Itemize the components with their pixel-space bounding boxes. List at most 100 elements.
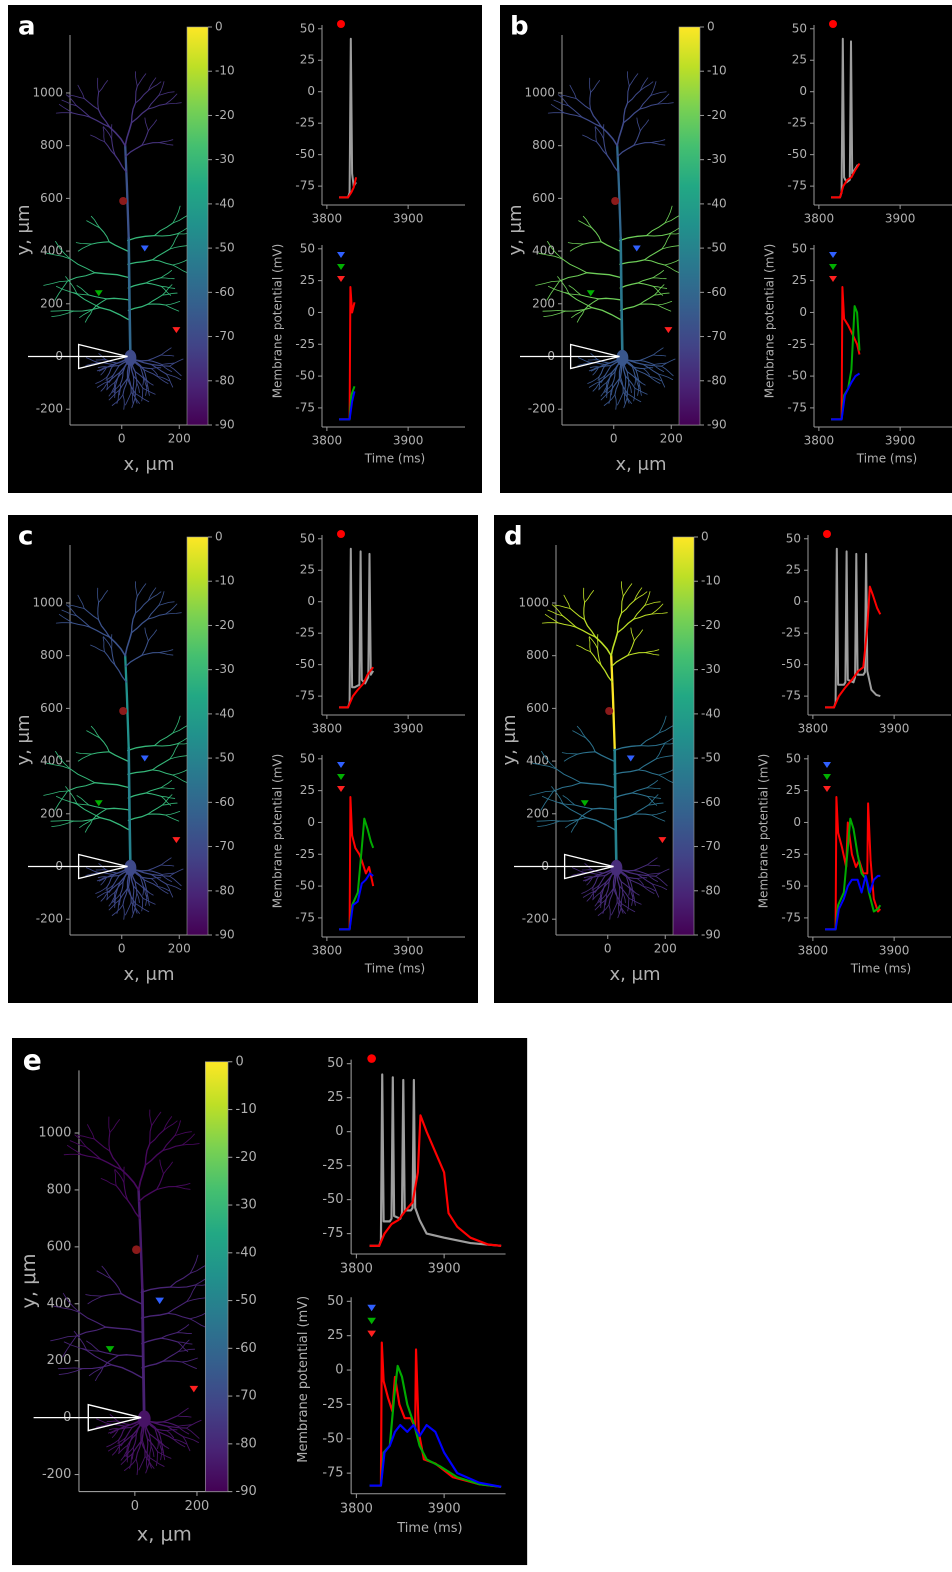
y-tick-label: -200 xyxy=(36,912,63,926)
y-tick-label: 0 xyxy=(307,305,315,319)
y-tick-label: -75 xyxy=(322,1226,343,1241)
soma-marker xyxy=(823,530,831,538)
colorbar-tick-label: 0 xyxy=(236,1054,244,1069)
y-tick-label: -25 xyxy=(781,847,801,861)
colorbar-tick-label: -20 xyxy=(707,108,727,122)
y-tick-label: 25 xyxy=(786,783,801,797)
y-tick-label: -75 xyxy=(295,179,315,193)
colorbar-tick-label: -90 xyxy=(707,418,727,432)
colorbar-tick-label: 0 xyxy=(215,530,223,544)
colorbar-tick-label: -10 xyxy=(701,574,721,588)
x-tick-label: 3900 xyxy=(393,212,424,226)
y-tick-label: -25 xyxy=(295,337,315,351)
x-tick-label: 200 xyxy=(168,942,191,956)
soma xyxy=(124,860,136,876)
y-tick-label: -25 xyxy=(787,337,807,351)
x-tick-label: 3900 xyxy=(885,434,916,448)
soma-site-marker xyxy=(611,197,619,205)
colorbar-tick-label: -50 xyxy=(215,241,235,255)
colorbar-tick-label: -30 xyxy=(215,152,235,166)
y-tick-label: 200 xyxy=(526,806,549,820)
colorbar-tick-label: -60 xyxy=(215,285,235,299)
panel-background xyxy=(8,515,478,1003)
y-tick-label: 1000 xyxy=(32,85,63,99)
x-tick-label: 200 xyxy=(654,942,677,956)
y-tick-label: 800 xyxy=(40,138,63,152)
y-axis-label: y, μm xyxy=(13,714,34,765)
colorbar-tick-label: 0 xyxy=(215,20,223,34)
x-tick-label: 3800 xyxy=(804,434,835,448)
soma-marker xyxy=(337,530,345,538)
y-tick-label: 1000 xyxy=(524,85,555,99)
y-tick-label: -50 xyxy=(781,879,801,893)
x-tick-label: 3900 xyxy=(393,434,424,448)
y-tick-label: 1000 xyxy=(518,595,549,609)
colorbar-tick-label: -90 xyxy=(215,928,235,942)
soma-site-marker xyxy=(119,197,127,205)
x-axis-label: Time (ms) xyxy=(396,1521,462,1536)
colorbar xyxy=(187,537,208,935)
neurite xyxy=(621,238,623,357)
y-tick-label: -75 xyxy=(295,689,315,703)
y-tick-label: -25 xyxy=(295,626,315,640)
colorbar-tick-label: -50 xyxy=(215,751,235,765)
y-tick-label: -75 xyxy=(295,400,315,414)
y-tick-label: 50 xyxy=(300,751,315,765)
y-axis-label: y, μm xyxy=(505,204,526,255)
y-tick-label: -200 xyxy=(528,402,555,416)
y-axis-label: y, μm xyxy=(13,204,34,255)
y-tick-label: -50 xyxy=(295,657,315,671)
x-tick-label: 200 xyxy=(168,432,191,446)
y-tick-label: 800 xyxy=(532,138,555,152)
y-tick-label: -50 xyxy=(295,147,315,161)
colorbar-tick-label: -60 xyxy=(236,1341,257,1356)
colorbar-tick-label: -20 xyxy=(215,108,235,122)
neurite xyxy=(129,238,131,357)
x-tick-label: 3800 xyxy=(804,212,835,226)
y-tick-label: -50 xyxy=(322,1431,343,1446)
soma-site-marker xyxy=(132,1245,141,1254)
x-axis-label: Time (ms) xyxy=(364,452,426,466)
y-tick-label: 50 xyxy=(786,531,801,545)
x-axis-label: Time (ms) xyxy=(856,452,918,466)
x-tick-label: 200 xyxy=(660,432,683,446)
colorbar-tick-label: -70 xyxy=(215,839,235,853)
colorbar-tick-label: -40 xyxy=(236,1245,257,1260)
x-tick-label: 3900 xyxy=(879,944,910,958)
y-tick-label: 25 xyxy=(300,273,315,287)
colorbar-tick-label: -30 xyxy=(701,662,721,676)
colorbar-tick-label: -90 xyxy=(236,1484,257,1499)
y-tick-label: -50 xyxy=(295,369,315,383)
colorbar-tick-label: -10 xyxy=(215,574,235,588)
y-tick-label: 0 xyxy=(335,1124,343,1139)
y-tick-label: -75 xyxy=(787,179,807,193)
colorbar-tick-label: -60 xyxy=(215,795,235,809)
colorbar-tick-label: -10 xyxy=(215,64,235,78)
colorbar-tick-label: -20 xyxy=(701,618,721,632)
y-tick-label: -75 xyxy=(322,1466,343,1481)
y-tick-label: 25 xyxy=(327,1328,343,1343)
y-axis-label: Membrane potential (mV) xyxy=(757,754,771,909)
y-tick-label: -25 xyxy=(322,1397,343,1412)
x-axis-label: x, μm xyxy=(615,454,666,475)
y-tick-label: -25 xyxy=(787,116,807,130)
x-tick-label: 0 xyxy=(118,432,126,446)
x-axis-label: x, μm xyxy=(609,964,660,985)
y-axis-label: y, μm xyxy=(17,1253,40,1308)
colorbar-tick-label: -50 xyxy=(701,751,721,765)
y-tick-label: 0 xyxy=(799,305,807,319)
y-tick-label: -75 xyxy=(781,689,801,703)
soma-site-marker xyxy=(605,707,613,715)
y-tick-label: 800 xyxy=(40,648,63,662)
x-tick-label: 3900 xyxy=(393,722,424,736)
x-tick-label: 3900 xyxy=(879,722,910,736)
soma-marker xyxy=(337,20,345,28)
colorbar-tick-label: -70 xyxy=(707,329,727,343)
panel-background xyxy=(12,1038,527,1565)
soma xyxy=(138,1410,151,1427)
y-tick-label: -25 xyxy=(295,116,315,130)
soma-site-marker xyxy=(119,707,127,715)
